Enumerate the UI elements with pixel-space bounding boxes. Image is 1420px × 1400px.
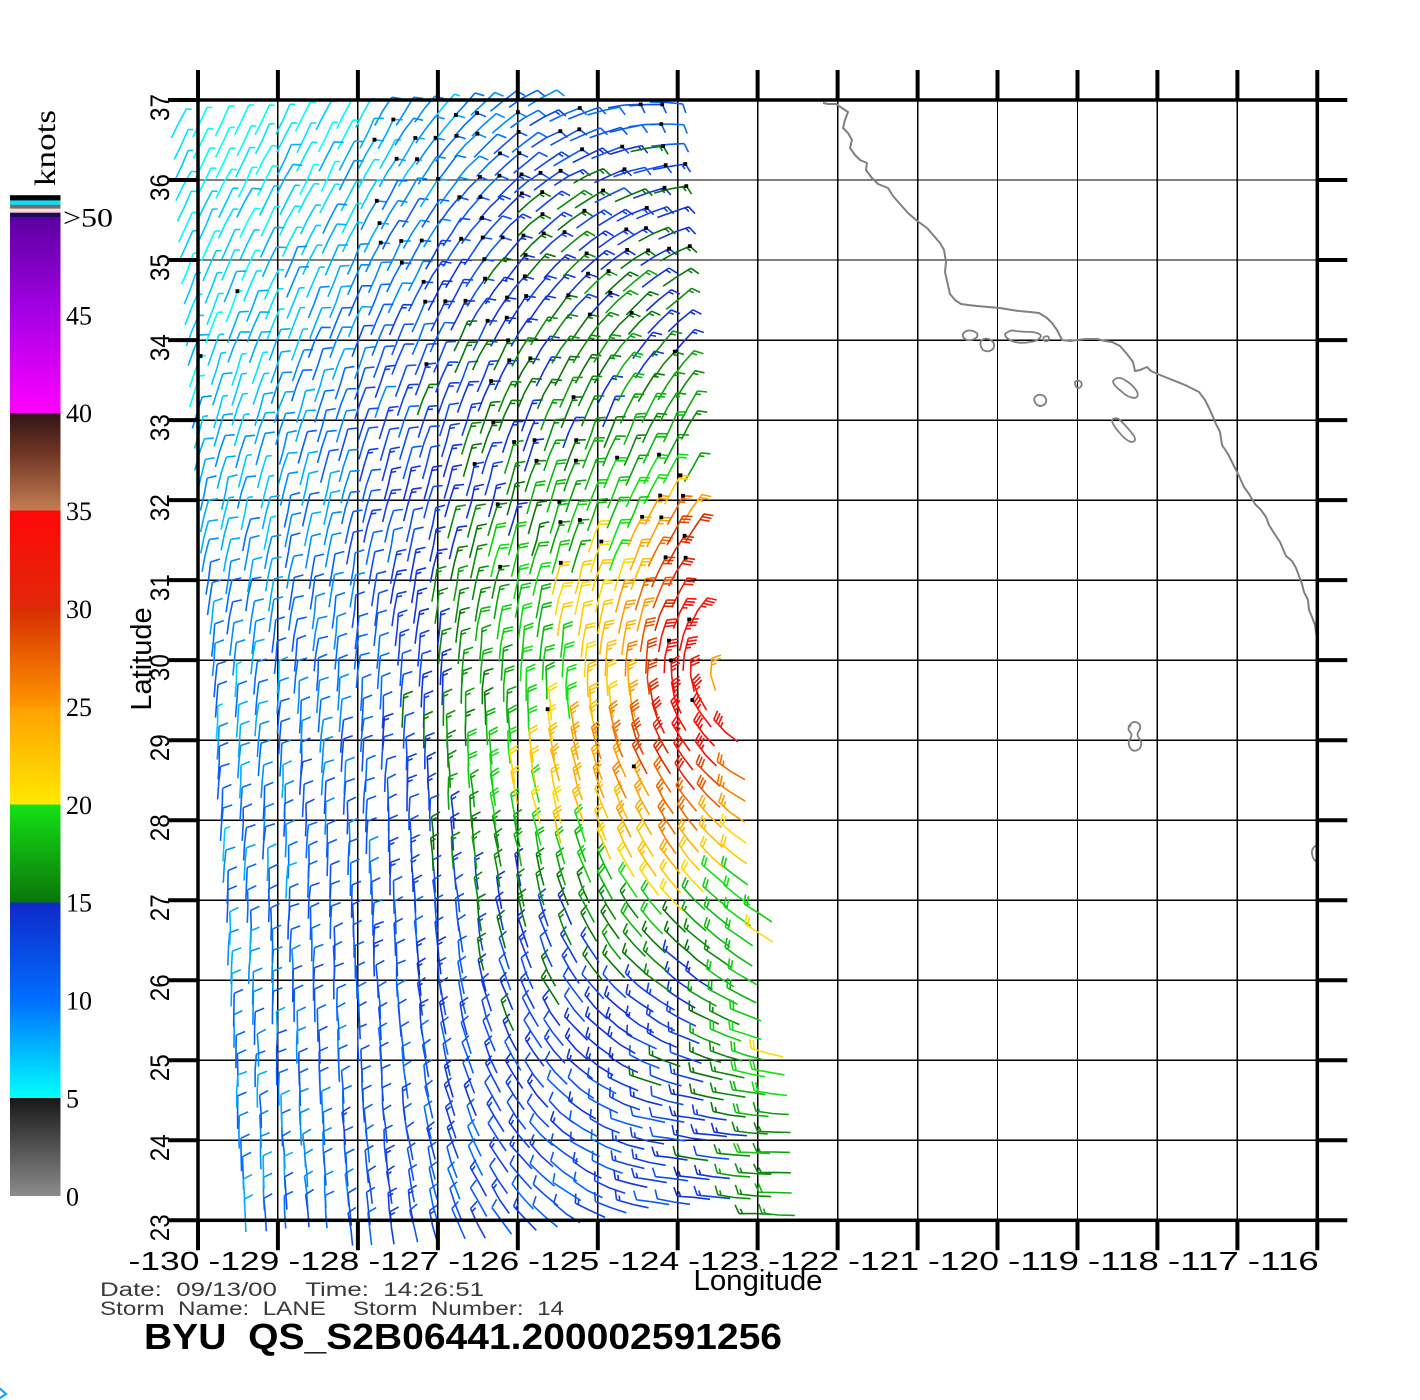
- svg-text:knots: knots: [29, 110, 62, 186]
- svg-text:Date: 09/13/00 Time: 14:2: Date: 09/13/00 Time: 14:26:51: [100, 1280, 484, 1301]
- svg-text:Longitude: Longitude: [694, 1265, 823, 1297]
- svg-text:-124: -124: [608, 1246, 679, 1276]
- svg-text:Latitude: Latitude: [126, 607, 158, 710]
- svg-text:-122: -122: [768, 1246, 839, 1276]
- svg-text:10: 10: [66, 987, 92, 1016]
- svg-text:40: 40: [66, 399, 92, 428]
- svg-text:20: 20: [66, 791, 92, 820]
- svg-text:-116: -116: [1248, 1246, 1319, 1276]
- svg-text:-129: -129: [208, 1246, 279, 1276]
- svg-text:0: 0: [66, 1182, 79, 1211]
- svg-text:25: 25: [66, 693, 92, 722]
- svg-text:-123: -123: [688, 1246, 759, 1276]
- svg-text:5: 5: [66, 1085, 79, 1114]
- svg-text:>50: >50: [63, 203, 113, 232]
- svg-text:-127: -127: [368, 1246, 439, 1276]
- svg-text:-125: -125: [528, 1246, 599, 1276]
- svg-text:-117: -117: [1168, 1246, 1239, 1276]
- svg-text:30: 30: [66, 595, 92, 624]
- svg-text:Storm Name: LANE Storm N: Storm Name: LANE Storm Number: 14: [100, 1299, 565, 1320]
- svg-text:15: 15: [66, 889, 92, 918]
- svg-text:-126: -126: [448, 1246, 519, 1276]
- svg-text:-119: -119: [1008, 1246, 1079, 1276]
- svg-text:45: 45: [66, 301, 92, 330]
- svg-text:-121: -121: [848, 1246, 919, 1276]
- svg-text:35: 35: [66, 497, 92, 526]
- svg-text:-120: -120: [928, 1246, 999, 1276]
- svg-text:-118: -118: [1088, 1246, 1159, 1276]
- svg-text:BYU QS_S2B06441.200002591256: BYU QS_S2B06441.200002591256: [144, 1316, 782, 1357]
- svg-text:-130: -130: [129, 1246, 200, 1276]
- svg-text:-128: -128: [288, 1246, 359, 1276]
